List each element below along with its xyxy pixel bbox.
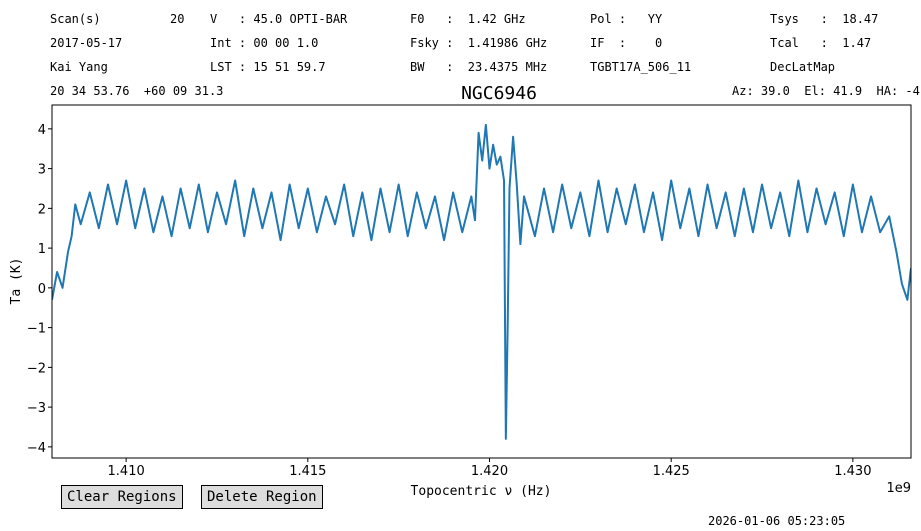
header-field: Int : 00 00 1.0	[210, 36, 318, 50]
y-tick-label: −4	[27, 441, 46, 456]
header-field: 20 34 53.76 +60 09 31.3	[50, 84, 223, 98]
y-tick-label: −1	[27, 322, 46, 337]
x-tick-label: 1.425	[653, 464, 690, 479]
header-field: 20	[170, 12, 184, 26]
header-field: LST : 15 51 59.7	[210, 60, 326, 74]
header-field: Scan(s)	[50, 12, 101, 26]
header-field: DecLatMap	[770, 60, 835, 74]
timestamp: 2026-01-06 05:23:05	[708, 514, 845, 528]
y-tick-label: −2	[27, 361, 46, 376]
y-tick-label: 0	[38, 282, 46, 297]
x-offset-label: 1e9	[886, 481, 911, 496]
spectrum-line	[52, 123, 911, 440]
y-tick-label: 4	[38, 123, 46, 138]
plot-frame	[51, 104, 912, 459]
x-tick-label: 1.420	[471, 464, 508, 479]
header-field: Kai Yang	[50, 60, 108, 74]
header-field: TGBT17A_506_11	[590, 60, 691, 74]
x-tick-label: 1.430	[834, 464, 871, 479]
x-axis-label: Topocentric ν (Hz)	[411, 484, 552, 499]
header-field: BW : 23.4375 MHz	[410, 60, 547, 74]
header-field: F0 : 1.42 GHz	[410, 12, 526, 26]
clear-regions-button[interactable]: Clear Regions	[61, 485, 183, 509]
header-field: Fsky : 1.41986 GHz	[410, 36, 547, 50]
chart-title: NGC6946	[461, 83, 537, 104]
header-field: 2017-05-17	[50, 36, 122, 50]
y-tick-label: −3	[27, 401, 46, 416]
x-tick-label: 1.410	[108, 464, 145, 479]
y-tick-label: 1	[38, 242, 46, 257]
header-field: Pol : YY	[590, 12, 663, 26]
header-field: Tcal : 1.47	[770, 36, 871, 50]
header-field: Tsys : 18.47	[770, 12, 878, 26]
delete-region-button[interactable]: Delete Region	[201, 485, 323, 509]
x-tick-label: 1.415	[289, 464, 326, 479]
y-tick-label: 3	[38, 163, 46, 178]
header-field: V : 45.0 OPTI-BAR	[210, 12, 348, 26]
header-field: IF : 0	[590, 36, 662, 50]
header-field: Az: 39.0 El: 41.9 HA: -4	[732, 84, 920, 98]
y-axis-label: Ta (K)	[9, 258, 24, 305]
y-tick-label: 2	[38, 202, 46, 217]
